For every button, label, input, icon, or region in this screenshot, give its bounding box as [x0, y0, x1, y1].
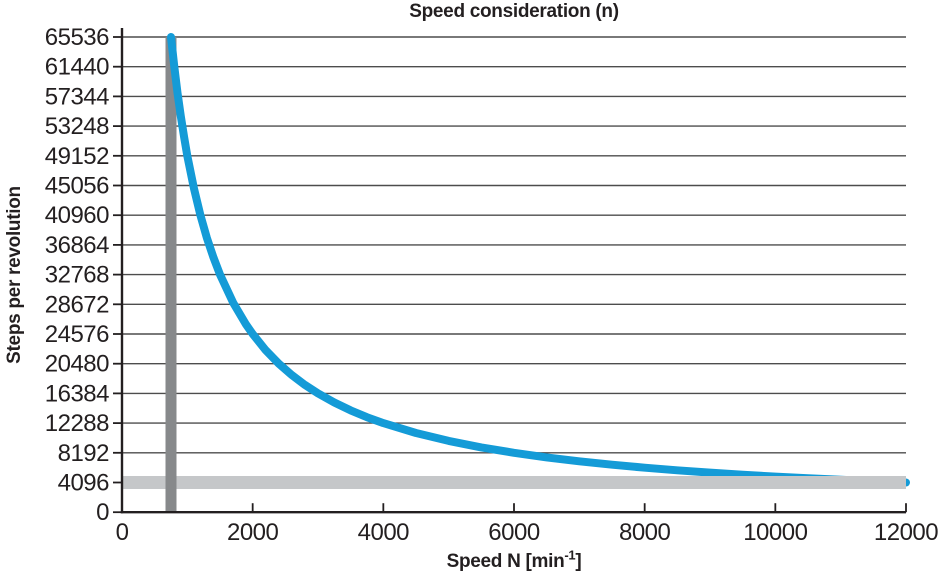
y-tick-label-45056: 45056	[45, 173, 109, 200]
x-axis-title-text: Speed N [min	[446, 551, 565, 572]
y-tick-label-20480: 20480	[45, 351, 109, 378]
y-tick-label-16384: 16384	[45, 380, 109, 407]
horizontal-reference-bar	[123, 476, 906, 489]
y-tick-label-4096: 4096	[58, 470, 110, 497]
y-tick-label-0: 0	[96, 499, 109, 526]
x-axis-title-suffix: ]	[575, 551, 582, 572]
y-tick-label-32768: 32768	[45, 262, 109, 289]
x-tick-label-8000: 8000	[619, 519, 671, 546]
x-tick-labels: 0 2000 4000 6000 8000 10000 12000	[116, 503, 939, 546]
y-tick-label-36864: 36864	[45, 232, 109, 259]
x-tick-label-10000: 10000	[743, 519, 807, 546]
x-axis-title: Speed N [min-1]	[122, 547, 906, 573]
x-axis-title-superscript: -1	[564, 547, 576, 563]
x-tick-label-2000: 2000	[227, 519, 279, 546]
reference-bars-intersection	[165, 476, 177, 489]
y-tick-label-49152: 49152	[45, 143, 109, 170]
vertical-reference-bar	[165, 37, 177, 513]
y-tick-label-12288: 12288	[45, 410, 109, 437]
x-tick-label-6000: 6000	[488, 519, 540, 546]
x-tick-label-4000: 4000	[358, 519, 410, 546]
gridlines	[122, 36, 906, 484]
y-tick-label-53248: 53248	[45, 113, 109, 140]
y-tick-label-57344: 57344	[45, 83, 109, 110]
y-tick-label-8192: 8192	[58, 440, 110, 467]
y-tick-label-24576: 24576	[45, 321, 109, 348]
curve-max-steps-vs-speed	[167, 33, 910, 487]
chart-title: Speed consideration (n)	[409, 1, 619, 22]
y-tick-label-40960: 40960	[45, 202, 109, 229]
axes	[120, 28, 906, 514]
x-tick-label-0: 0	[116, 519, 129, 546]
y-tick-label-28672: 28672	[45, 291, 109, 318]
x-tick-label-12000: 12000	[874, 519, 938, 546]
y-tick-label-61440: 61440	[45, 54, 109, 81]
y-tick-label-65536: 65536	[45, 24, 109, 51]
